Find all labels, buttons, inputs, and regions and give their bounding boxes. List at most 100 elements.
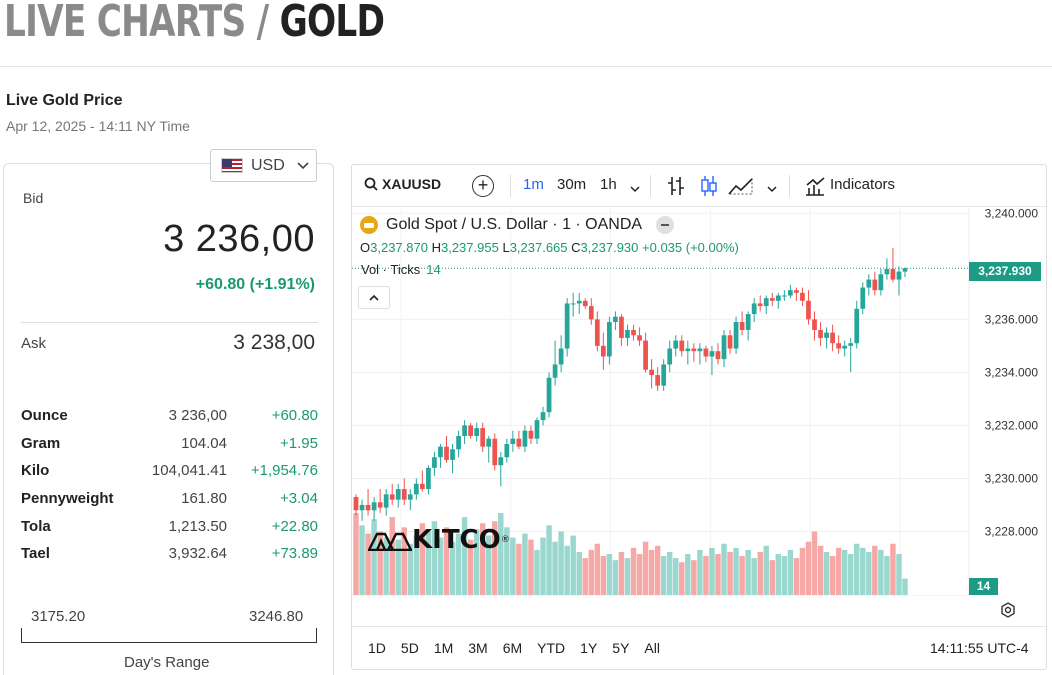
candle-body — [781, 295, 787, 297]
range-button-1d[interactable]: 1D — [368, 640, 386, 656]
candle-body — [516, 438, 522, 447]
chart-type-chevron-down-icon[interactable] — [767, 180, 777, 197]
candle-body — [884, 268, 890, 275]
bar-style-icon[interactable] — [667, 175, 685, 201]
candle-body — [504, 443, 510, 458]
candle-body — [619, 316, 624, 338]
area-style-icon[interactable] — [728, 176, 754, 200]
range-button-6m[interactable]: 6M — [502, 640, 523, 656]
unit-row-ounce: Ounce 3 236,00 +60.80 — [21, 402, 318, 430]
candle-body — [631, 329, 636, 336]
unit-price: 104.04 — [181, 434, 227, 452]
candle-body — [818, 329, 823, 338]
symbol-search[interactable]: XAUUSD — [364, 176, 441, 192]
unit-row-tola: Tola 1,213.50 +22.80 — [21, 512, 318, 540]
indicators-button[interactable]: Indicators — [830, 176, 896, 193]
candle-body — [890, 268, 896, 280]
volume-bar — [552, 541, 558, 595]
toolbar-divider — [789, 175, 790, 197]
volume-bar — [866, 551, 872, 595]
volume-bar — [516, 543, 522, 595]
high-value: 3,237.955 — [440, 240, 499, 255]
candle-body — [588, 306, 594, 320]
candle-body — [625, 329, 630, 338]
candle-body — [872, 279, 878, 291]
candle-body — [558, 348, 564, 365]
candle-body — [788, 290, 793, 296]
range-button-5d[interactable]: 5D — [400, 640, 419, 656]
currency-select[interactable]: USD — [210, 149, 317, 182]
interval-chevron-down-icon[interactable] — [630, 180, 640, 197]
candle-body — [540, 412, 546, 421]
candle-body — [878, 274, 884, 291]
open-value: 3,237.870 — [370, 240, 428, 255]
interval-1h[interactable]: 1h — [600, 176, 617, 193]
volume-bar — [606, 554, 613, 595]
volume-label: Vol · Ticks — [361, 262, 421, 277]
volume-bar — [431, 521, 438, 595]
volume-bar — [654, 545, 661, 595]
range-button-5y[interactable]: 5Y — [612, 640, 630, 656]
unit-name: Kilo — [21, 462, 50, 480]
compare-symbol-button[interactable]: + — [472, 175, 494, 197]
candle-body — [860, 287, 866, 309]
candle-body — [709, 351, 715, 357]
range-button-all[interactable]: All — [644, 640, 660, 656]
volume-bar — [455, 533, 462, 595]
unit-row-kilo: Kilo 104,041.41 +1,954.76 — [21, 457, 318, 485]
volume-bar — [727, 551, 733, 595]
volume-bar — [467, 539, 474, 595]
time-range-buttons: 1D 5D 1M 3M 6M YTD 1Y 5Y All — [368, 640, 675, 656]
close-value: 3,237.930 — [580, 240, 639, 255]
volume-bar — [353, 513, 359, 595]
volume-bar — [763, 545, 769, 595]
volume-bar — [540, 537, 546, 595]
volume-bar — [884, 556, 890, 595]
bid-value: 3 236,00 — [163, 218, 315, 260]
range-button-3m[interactable]: 3M — [468, 640, 488, 656]
volume-bar — [510, 537, 516, 595]
chart-bottom-bar — [352, 626, 1046, 669]
volume-bar — [564, 545, 570, 595]
candle-body — [401, 489, 407, 500]
candle-body — [769, 298, 775, 301]
volume-bar — [811, 531, 818, 595]
interval-30m[interactable]: 30m — [557, 176, 587, 193]
hide-legend-toggle[interactable] — [656, 216, 675, 234]
candle-body — [407, 494, 413, 500]
change-value: +0.035 (+0.00%) — [642, 240, 739, 255]
candle-body — [775, 295, 781, 301]
candle-body — [643, 340, 648, 370]
price-tick-label: 3,234.000 — [985, 365, 1039, 379]
interval-1m[interactable]: 1m — [523, 176, 544, 193]
gear-icon[interactable] — [999, 601, 1017, 619]
range-button-1y[interactable]: 1Y — [580, 640, 598, 656]
candles-style-icon[interactable] — [700, 175, 718, 201]
open-label: O — [360, 240, 371, 255]
unit-row-pennyweight: Pennyweight 161.80 +3.04 — [21, 485, 318, 513]
candle-body — [751, 303, 757, 315]
range-button-ytd[interactable]: YTD — [537, 640, 566, 656]
candle-body — [426, 467, 431, 490]
volume-bar — [365, 533, 371, 595]
range-button-1m[interactable]: 1M — [433, 640, 454, 656]
volume-value: 14 — [426, 262, 441, 277]
candlestick-chart[interactable]: 3,240.000 3,236.000 3,234.000 3,232.000 3,23… — [352, 208, 1046, 596]
volume-bar — [739, 556, 745, 595]
volume-bar — [697, 549, 703, 595]
chart-clock[interactable]: 14:11:55 UTC-4 — [930, 640, 1029, 656]
volume-bar — [835, 547, 842, 595]
price-candles — [353, 247, 908, 521]
volume-bar — [787, 549, 794, 595]
collapse-legend-button[interactable] — [358, 286, 390, 309]
candle-body — [534, 420, 540, 439]
volume-bar — [642, 541, 649, 595]
volume-bar — [473, 529, 480, 595]
candle-body — [763, 298, 769, 307]
indicators-icon[interactable] — [804, 175, 826, 201]
volume-bar — [890, 543, 896, 595]
volume-readout: Vol · Ticks 14 — [361, 262, 441, 277]
candle-body — [480, 428, 486, 447]
volume-bar — [594, 543, 601, 595]
candle-body — [462, 425, 467, 437]
